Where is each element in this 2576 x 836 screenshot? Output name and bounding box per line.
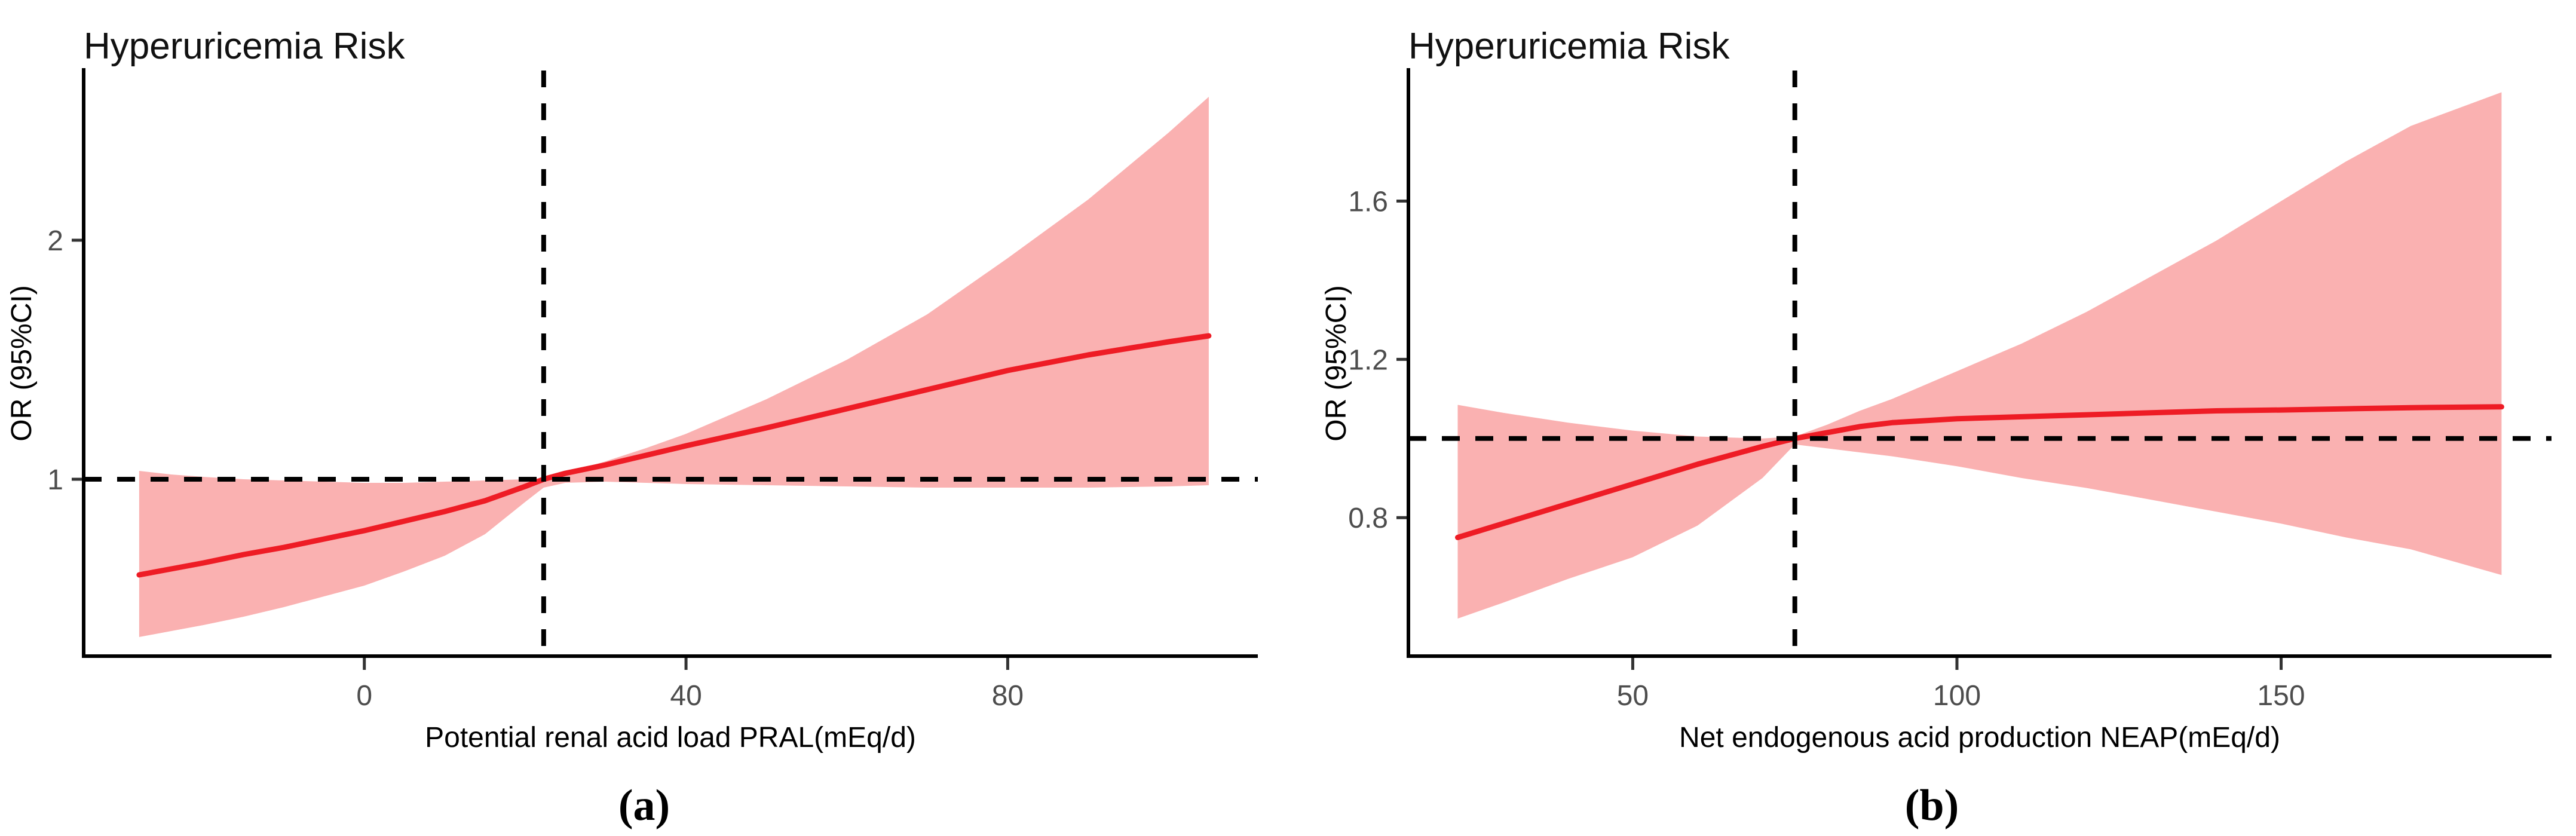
ci-ribbon bbox=[1457, 92, 2502, 619]
panel-b-title: Hyperuricemia Risk bbox=[1408, 26, 1730, 67]
panel-b-y-axis-title: OR (95%CI) bbox=[1321, 285, 1352, 441]
y-tick-label: 1.2 bbox=[1348, 344, 1388, 376]
or-estimate-line bbox=[1455, 404, 2504, 540]
y-tick-label: 0.8 bbox=[1348, 503, 1388, 534]
x-tick-label: 80 bbox=[992, 680, 1024, 712]
panel-b-x-axis-title: Net endogenous acid production NEAP(mEq/… bbox=[1679, 722, 2280, 754]
y-tick-label: 1 bbox=[47, 464, 63, 496]
y-tick-label: 1.6 bbox=[1348, 186, 1388, 218]
x-tick-label: 150 bbox=[2257, 680, 2305, 712]
x-tick-label: 50 bbox=[1617, 680, 1649, 712]
panel-a-caption: (a) bbox=[618, 781, 670, 830]
x-tick-label: 100 bbox=[1933, 680, 1981, 712]
panel-a-y-axis-title: OR (95%CI) bbox=[6, 285, 38, 441]
panel-a-x-axis-title: Potential renal acid load PRAL(mEq/d) bbox=[425, 722, 916, 754]
panel-a-title: Hyperuricemia Risk bbox=[84, 26, 405, 67]
x-tick-label: 0 bbox=[356, 680, 372, 712]
ci-ribbon bbox=[139, 97, 1209, 637]
x-tick-label: 40 bbox=[670, 680, 702, 712]
panel-a-plot-area: 0 40 80 1 2 bbox=[47, 68, 1258, 712]
y-tick-label: 2 bbox=[47, 225, 63, 257]
panel-b-caption: (b) bbox=[1905, 781, 1959, 830]
panel-b-plot-area: 50 100 150 0.8 1.2 1.6 bbox=[1348, 68, 2552, 712]
